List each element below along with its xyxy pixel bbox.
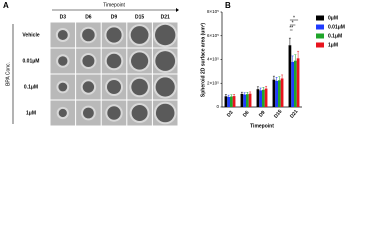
- bar: [272, 79, 276, 107]
- error-bar: [227, 94, 230, 97]
- error-bar: [259, 87, 262, 91]
- spheroid: [106, 27, 122, 43]
- spheroid: [131, 52, 149, 70]
- bar: [243, 94, 246, 107]
- spheroid: [155, 24, 176, 46]
- spheroid: [57, 30, 68, 40]
- row-label: 0.01μM: [23, 58, 40, 64]
- spheroid: [82, 28, 95, 42]
- bar: [264, 88, 268, 107]
- spheroid: [155, 51, 176, 71]
- annotation: *: [293, 15, 295, 21]
- spheroid: [82, 81, 95, 93]
- error-bar: [291, 55, 294, 62]
- spheroid: [107, 80, 121, 94]
- bar: [280, 78, 284, 107]
- error-bar: [224, 94, 227, 97]
- figure: A Timepoint BPA Conc. B Timepoint Sphero…: [3, 1, 345, 129]
- x-tick-label: D21: [289, 109, 300, 120]
- error-bar: [278, 76, 281, 81]
- spheroid: [131, 105, 148, 121]
- spheroid: [106, 53, 122, 69]
- y-tick-label: 0: [216, 104, 219, 109]
- legend-swatch: [316, 24, 324, 30]
- legend-label: 1μM: [328, 42, 338, 48]
- bar: [262, 89, 265, 107]
- legend-swatch: [316, 33, 324, 39]
- x-tick-label: D15: [273, 109, 284, 120]
- x-tick-label: D3: [226, 110, 235, 119]
- y-tick-label: 6×10⁵: [207, 33, 219, 38]
- error-bar: [294, 54, 297, 61]
- row-label: 0.1μM: [24, 84, 38, 90]
- error-bar: [240, 91, 243, 94]
- spheroid: [83, 107, 94, 119]
- spheroid: [155, 77, 175, 97]
- spheroid: [131, 78, 148, 96]
- bar: [230, 96, 233, 107]
- y-tick-label: 8×10⁵: [207, 9, 219, 14]
- legend-label: 0.1μM: [328, 33, 342, 39]
- row-label: Vehicle: [22, 32, 39, 38]
- bar: [278, 80, 281, 107]
- error-bar: [249, 91, 252, 94]
- x-axis-title: Timepoint: [250, 123, 274, 129]
- error-bar: [297, 50, 300, 59]
- column-label: D21: [161, 14, 170, 20]
- error-bar: [230, 94, 233, 97]
- bar: [224, 96, 228, 107]
- bar: [275, 80, 278, 107]
- annotation: *: [292, 20, 294, 26]
- bar: [259, 90, 262, 107]
- column-header: Timepoint: [103, 2, 125, 8]
- bar: [232, 96, 236, 107]
- column-label: D15: [135, 14, 144, 20]
- column-label: D6: [85, 14, 92, 20]
- error-bar: [256, 86, 259, 90]
- bar: [294, 60, 297, 107]
- legend-label: 0.01μM: [328, 24, 345, 30]
- bar: [227, 96, 230, 107]
- bar: [256, 89, 260, 107]
- spheroid: [130, 26, 149, 44]
- y-axis-title: Spheroid 2D surface area (um²): [200, 23, 206, 98]
- spheroid: [58, 108, 67, 118]
- error-bar: [275, 77, 278, 81]
- error-bar: [233, 94, 236, 97]
- x-tick-label: D6: [242, 110, 251, 119]
- error-bar: [262, 87, 265, 90]
- legend-label: 0μM: [328, 15, 338, 21]
- column-label: D3: [60, 14, 67, 20]
- row-header: BPA Conc.: [5, 62, 11, 86]
- error-bar: [281, 74, 284, 79]
- x-tick-label: D9: [258, 110, 267, 119]
- panel-label: B: [225, 1, 231, 10]
- bar: [296, 58, 300, 107]
- spheroid: [58, 56, 68, 66]
- legend-swatch: [316, 15, 324, 21]
- error-bar: [243, 92, 246, 95]
- error-bar: [265, 85, 268, 89]
- bar: [291, 61, 294, 107]
- column-label: D9: [111, 14, 118, 20]
- bar: [248, 93, 252, 107]
- y-tick-label: 2×10⁵: [207, 80, 219, 85]
- spheroid: [155, 103, 175, 123]
- y-tick-label: 4×10⁵: [207, 57, 219, 62]
- error-bar: [288, 37, 291, 46]
- error-bar: [272, 75, 275, 80]
- arrow-head: [176, 8, 179, 12]
- bar: [288, 45, 292, 107]
- bar: [246, 94, 249, 107]
- annotation: **: [289, 25, 293, 31]
- spheroid: [82, 55, 95, 67]
- spheroid: [58, 82, 68, 92]
- spheroid: [107, 106, 121, 120]
- bar: [240, 93, 244, 107]
- error-bar: [246, 92, 249, 95]
- legend-swatch: [316, 42, 324, 48]
- panel-label: A: [3, 1, 9, 10]
- row-label: 1μM: [26, 110, 36, 116]
